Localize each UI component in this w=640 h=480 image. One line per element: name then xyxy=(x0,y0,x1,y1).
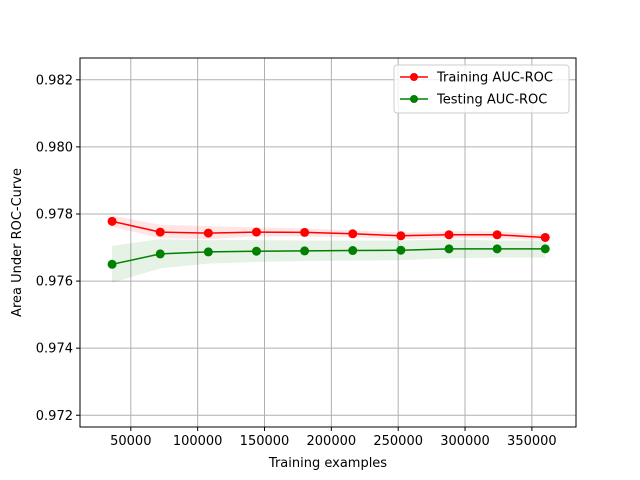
point-testing xyxy=(155,249,165,259)
point-testing xyxy=(300,246,310,256)
legend-entry-testing: Testing AUC-ROC xyxy=(400,93,547,108)
x-tick-label: 200000 xyxy=(307,434,357,449)
point-training xyxy=(251,227,261,237)
point-testing xyxy=(251,246,261,256)
y-tick-label: 0.976 xyxy=(36,275,73,290)
point-training xyxy=(107,216,117,226)
series-markers xyxy=(107,216,550,269)
x-tick-label: 300000 xyxy=(440,434,490,449)
x-axis-label: Training examples xyxy=(268,456,387,471)
legend-marker-testing xyxy=(410,95,418,103)
point-training xyxy=(300,227,310,237)
point-testing xyxy=(444,244,454,254)
y-tick-label: 0.980 xyxy=(36,140,73,155)
plot-frame xyxy=(79,57,577,428)
line-training xyxy=(111,220,546,239)
x-tick-label: 250000 xyxy=(373,434,423,449)
point-testing xyxy=(203,247,213,257)
legend-label-testing: Testing AUC-ROC xyxy=(436,93,547,108)
point-testing xyxy=(492,244,502,254)
y-axis-label: Area Under ROC-Curve xyxy=(10,168,25,317)
point-training xyxy=(444,230,454,240)
y-tick-label: 0.972 xyxy=(36,409,73,424)
band-training xyxy=(112,215,546,241)
y-tick-label: 0.978 xyxy=(36,207,73,222)
point-training xyxy=(348,229,358,239)
point-training xyxy=(540,232,550,242)
x-tick-label: 350000 xyxy=(507,434,557,449)
legend-box xyxy=(393,64,570,114)
band-testing xyxy=(112,239,546,283)
legend: Training AUC-ROC Testing AUC-ROC xyxy=(393,64,570,114)
point-testing xyxy=(348,246,358,256)
point-testing xyxy=(540,244,550,254)
point-testing xyxy=(107,259,117,269)
line-testing xyxy=(111,248,546,266)
legend-entry-training: Training AUC-ROC xyxy=(400,71,553,86)
x-tick-label: 150000 xyxy=(240,434,290,449)
legend-label-training: Training AUC-ROC xyxy=(436,71,553,86)
axis-ticks: 50000 100000 150000 200000 250000 300000 35000… xyxy=(36,73,557,449)
point-testing xyxy=(396,245,406,255)
series-lines xyxy=(111,220,546,266)
point-training xyxy=(203,228,213,238)
x-tick-label: 50000 xyxy=(110,434,151,449)
point-training xyxy=(396,231,406,241)
legend-marker-training xyxy=(410,73,418,81)
point-training xyxy=(492,230,502,240)
y-tick-label: 0.982 xyxy=(36,73,73,88)
x-tick-label: 100000 xyxy=(173,434,223,449)
confidence-bands xyxy=(112,215,546,283)
y-tick-label: 0.974 xyxy=(36,342,73,357)
point-training xyxy=(155,227,165,237)
